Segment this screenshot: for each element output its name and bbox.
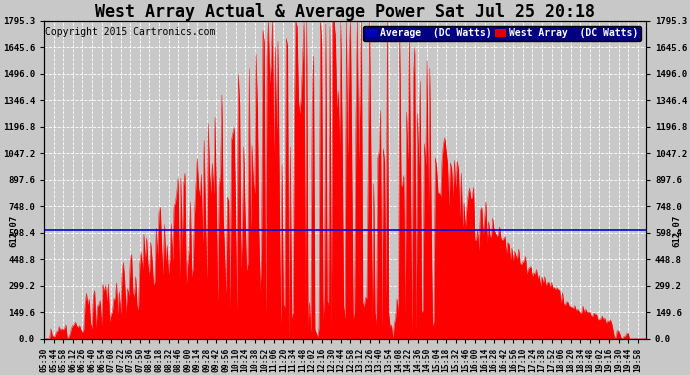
Text: 612.07: 612.07	[672, 214, 681, 247]
Text: 612.07: 612.07	[9, 214, 18, 247]
Text: Copyright 2015 Cartronics.com: Copyright 2015 Cartronics.com	[46, 27, 216, 37]
Title: West Array Actual & Average Power Sat Jul 25 20:18: West Array Actual & Average Power Sat Ju…	[95, 3, 595, 21]
Legend: Average  (DC Watts), West Array  (DC Watts): Average (DC Watts), West Array (DC Watts…	[363, 26, 641, 40]
